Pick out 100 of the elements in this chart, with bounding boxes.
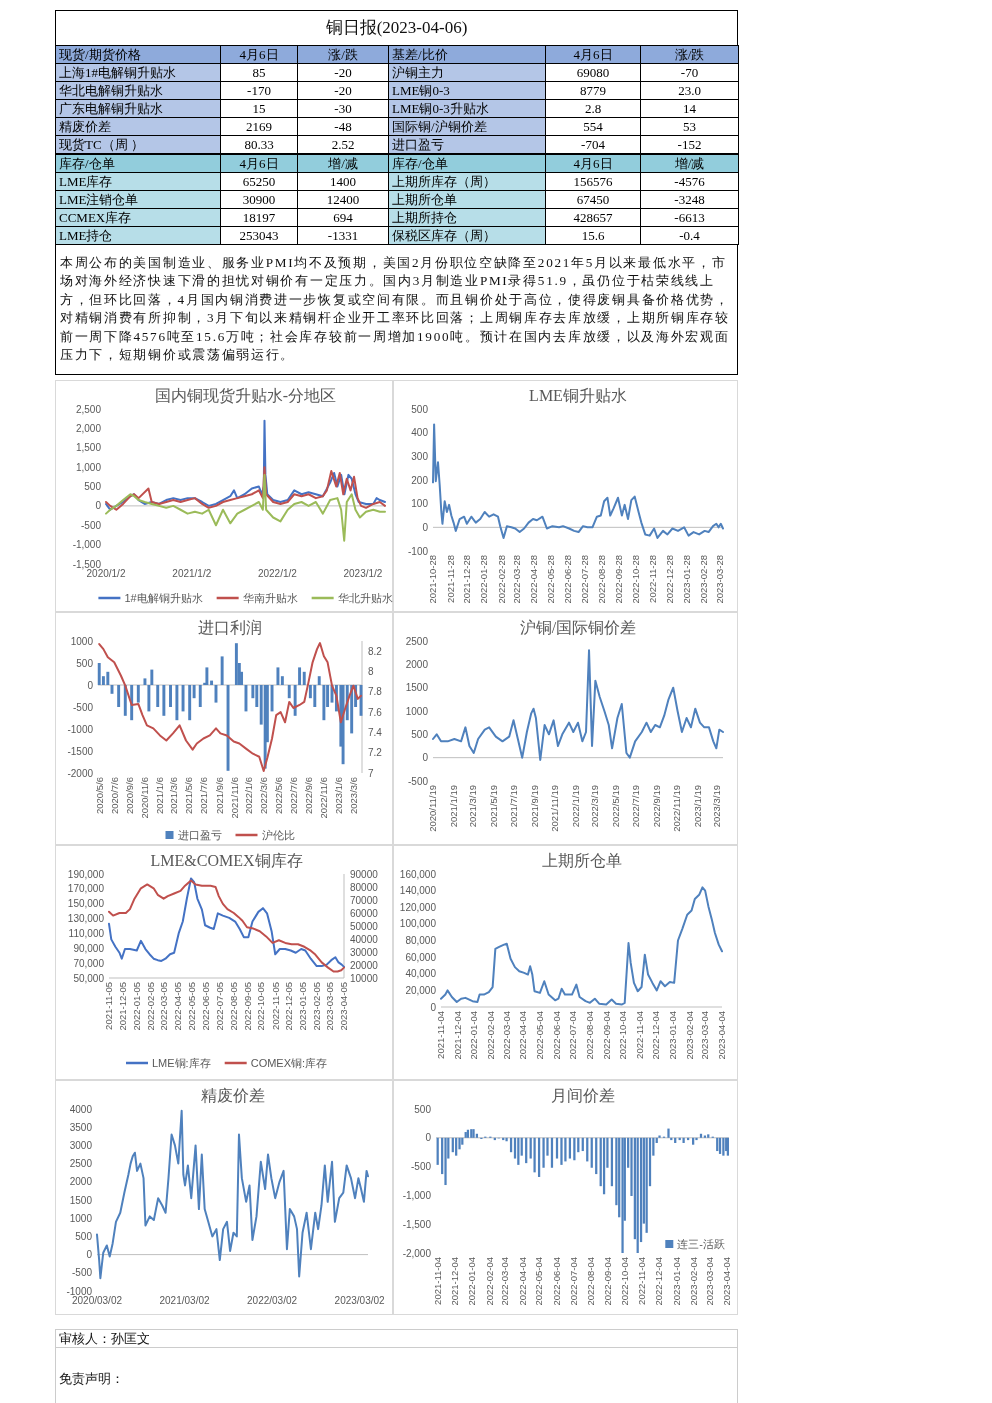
x-tick-label: 2022-08-04 xyxy=(583,1011,595,1060)
x-tick-label: 2022/11/19 xyxy=(671,785,683,832)
x-tick-label: 2022-04-05 xyxy=(172,982,184,1031)
x-tick-label: 2022-03-28 xyxy=(511,555,523,604)
x-tick-label: 2021/5/6 xyxy=(183,777,195,814)
y-tick-label: 130,000 xyxy=(67,913,105,925)
text: 253043 xyxy=(239,228,279,243)
x-tick-label: 2023/03/02 xyxy=(334,1295,386,1306)
y-tick-label: 1500 xyxy=(405,682,429,694)
text: LME铜0-3升贴水 xyxy=(392,101,489,116)
chart-title: 国内铜现货升贴水-分地区 xyxy=(154,387,337,404)
x-tick-label: 2022-09-04 xyxy=(600,1011,612,1060)
x-tick-label: 2023-02-05 xyxy=(311,982,323,1031)
x-tick-label: 2022-07-04 xyxy=(566,1011,578,1060)
y-tick-label: 4000 xyxy=(69,1103,93,1115)
chart-title: 进口利润 xyxy=(198,619,262,636)
x-tick-label: 2023/1/6 xyxy=(333,777,345,814)
y-tick-label: 0 xyxy=(430,1001,437,1013)
x-tick-label: 2023-03-05 xyxy=(324,982,336,1031)
y-tick-label: 2500 xyxy=(69,1158,93,1170)
text: 广东电解铜升贴水 xyxy=(59,101,163,116)
text: 14 xyxy=(683,101,696,116)
x-tick-label: 2022/03/02 xyxy=(247,1295,298,1306)
text: LME持仓 xyxy=(59,228,113,243)
y2-tick-label: 8.2 xyxy=(368,645,383,657)
x-tick-label: 2023/1/2 xyxy=(343,568,383,579)
y-tick-label: 150,000 xyxy=(67,898,105,910)
legend-label: COMEX铜:库存 xyxy=(250,1056,328,1069)
x-tick-label: 2021/9/6 xyxy=(213,777,225,814)
y-tick-label: -1,000 xyxy=(72,539,102,551)
text: 694 xyxy=(333,210,353,225)
y-tick-label: 500 xyxy=(411,403,429,415)
y-tick-label: -100 xyxy=(407,545,429,557)
x-tick-label: 2022-04-04 xyxy=(517,1011,529,1060)
legend-label: LME铜:库存 xyxy=(152,1056,211,1069)
x-tick-label: 2022/9/19 xyxy=(650,785,662,828)
y2-tick-label: 30000 xyxy=(350,946,379,958)
y-tick-label: -1500 xyxy=(67,745,94,757)
x-tick-label: 2021/5/19 xyxy=(487,785,499,828)
y-tick-label: 1000 xyxy=(69,1212,93,1224)
category-label: 现货/期货价格 xyxy=(55,45,221,64)
y-tick-label: -1000 xyxy=(66,1285,93,1297)
x-tick-label: 2022/1/2 xyxy=(257,568,298,579)
x-tick-label: 2022-06-04 xyxy=(550,1257,562,1306)
x-tick-label: 2022-07-04 xyxy=(567,1257,579,1306)
x-tick-label: 2022-01-04 xyxy=(466,1257,478,1306)
y-tick-label: 3500 xyxy=(69,1121,93,1133)
chart-title: LME&COMEX铜库存 xyxy=(150,852,303,869)
text: LME注销仓单 xyxy=(59,192,139,207)
x-tick-label: 2021-11-28 xyxy=(444,555,456,603)
y2-tick-label: 40000 xyxy=(350,933,379,945)
x-tick-label: 2022-07-28 xyxy=(578,555,590,604)
legend-label: 进口盈亏 xyxy=(177,828,222,841)
x-tick-label: 2022-10-04 xyxy=(619,1257,631,1306)
text: 69080 xyxy=(576,65,610,80)
category-label: 涨/跌 xyxy=(297,45,389,64)
y2-tick-label: 80000 xyxy=(350,881,379,893)
y2-tick-label: 7.8 xyxy=(368,686,383,698)
text: 80.33 xyxy=(244,137,274,152)
y-tick-label: 2000 xyxy=(69,1176,93,1188)
x-tick-label: 2022/5/6 xyxy=(272,777,284,814)
y-tick-label: 2,500 xyxy=(75,403,102,415)
y2-tick-label: 7.6 xyxy=(368,706,383,718)
text: 上期所库存（周） xyxy=(392,174,496,189)
x-tick-label: 2022/7/19 xyxy=(630,785,642,828)
y-tick-label: 70,000 xyxy=(73,957,105,969)
x-tick-label: 2022-12-05 xyxy=(283,982,295,1031)
text: -48 xyxy=(334,119,352,134)
y-tick-label: 80,000 xyxy=(405,935,437,946)
y2-tick-label: 90000 xyxy=(350,868,379,880)
chart-title: 上期所仓单 xyxy=(541,852,622,869)
text: 53 xyxy=(683,119,696,134)
legend-label: 连三-活跃 xyxy=(677,1237,725,1250)
x-tick-label: 2020/03/02 xyxy=(71,1295,123,1306)
y-tick-label: 100,000 xyxy=(399,918,437,930)
x-tick-label: 2022/9/6 xyxy=(303,777,315,814)
x-tick-label: 2020/7/6 xyxy=(108,777,120,814)
text: 上期所持仓 xyxy=(392,210,457,225)
x-tick-label: 2020/11/6 xyxy=(138,777,150,819)
x-tick-label: 2023-02-04 xyxy=(688,1257,700,1306)
category-label: 库存/仓单 xyxy=(388,154,546,173)
category-label: 4月6日 xyxy=(220,154,298,173)
y-tick-label: -1,000 xyxy=(402,1189,432,1201)
x-tick-label: 2022-03-05 xyxy=(157,982,169,1031)
y-tick-label: 400 xyxy=(411,427,429,439)
x-tick-label: 2021-12-28 xyxy=(461,555,473,604)
text: 1400 xyxy=(330,174,356,189)
y-tick-label: 300 xyxy=(411,450,429,462)
text: 8779 xyxy=(580,83,606,98)
x-tick-label: 2022/3/19 xyxy=(589,785,601,828)
y2-tick-label: 70000 xyxy=(350,894,379,906)
y-tick-label: -500 xyxy=(80,519,102,531)
x-tick-label: 2022-05-28 xyxy=(545,555,557,604)
y-tick-label: 120,000 xyxy=(399,901,437,913)
text: LME库存 xyxy=(59,174,113,189)
y-tick-label: 3000 xyxy=(69,1139,93,1151)
category-label: 4月6日 xyxy=(220,45,298,64)
y2-tick-label: 10000 xyxy=(350,972,379,984)
y-tick-label: 90,000 xyxy=(73,942,105,954)
y-tick-label: -1000 xyxy=(67,723,94,735)
